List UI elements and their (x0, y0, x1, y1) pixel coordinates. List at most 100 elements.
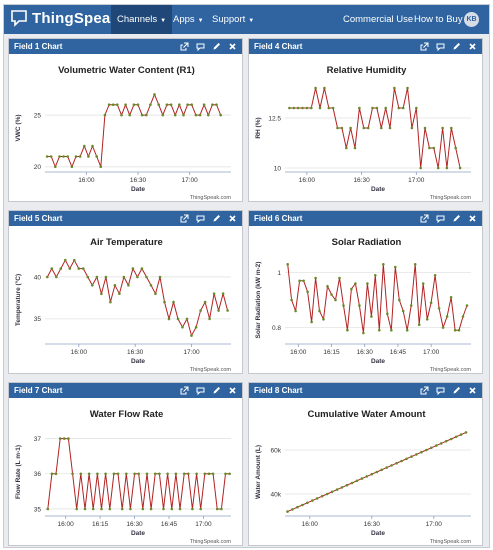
data-point[interactable] (107, 103, 111, 106)
data-point[interactable] (167, 317, 171, 321)
data-point[interactable] (163, 300, 166, 304)
comment-icon[interactable] (196, 214, 205, 223)
data-point[interactable] (211, 103, 214, 106)
data-point[interactable] (73, 258, 76, 262)
data-point[interactable] (306, 290, 309, 294)
data-point[interactable] (345, 146, 348, 150)
data-point[interactable] (104, 275, 108, 279)
data-point[interactable] (349, 126, 352, 130)
comment-icon[interactable] (436, 42, 445, 51)
data-point[interactable] (409, 304, 413, 307)
data-point[interactable] (124, 103, 127, 106)
thingspeak-credit-link[interactable]: ThingSpeak.com (190, 195, 232, 201)
close-icon[interactable] (468, 42, 477, 51)
data-point[interactable] (449, 296, 453, 299)
data-point[interactable] (58, 437, 62, 440)
data-point[interactable] (353, 146, 357, 150)
data-point[interactable] (296, 106, 300, 110)
data-point[interactable] (436, 166, 440, 170)
data-point[interactable] (166, 472, 169, 476)
data-point[interactable] (350, 287, 353, 291)
data-point[interactable] (99, 165, 103, 169)
data-point[interactable] (320, 494, 324, 498)
data-point[interactable] (397, 106, 401, 110)
data-point[interactable] (86, 275, 90, 279)
data-point[interactable] (133, 472, 136, 476)
data-point[interactable] (100, 507, 103, 511)
data-point[interactable] (55, 275, 58, 279)
comment-icon[interactable] (436, 386, 445, 395)
data-point[interactable] (330, 293, 333, 296)
data-point[interactable] (226, 309, 229, 312)
data-point[interactable] (172, 300, 175, 304)
data-point[interactable] (350, 481, 354, 485)
data-point[interactable] (208, 317, 211, 321)
data-point[interactable] (217, 309, 220, 312)
data-point[interactable] (95, 155, 98, 158)
data-point[interactable] (54, 472, 58, 476)
data-point[interactable] (87, 155, 90, 158)
data-point[interactable] (191, 507, 194, 511)
edit-pencil-icon[interactable] (452, 42, 461, 51)
data-point[interactable] (390, 328, 393, 332)
thingspeak-credit-link[interactable]: ThingSpeak.com (190, 539, 232, 545)
data-point[interactable] (327, 106, 331, 110)
data-point[interactable] (425, 448, 428, 452)
data-point[interactable] (378, 328, 381, 332)
thingspeak-credit-link[interactable]: ThingSpeak.com (430, 367, 472, 373)
data-point[interactable] (423, 126, 427, 130)
external-link-icon[interactable] (180, 386, 189, 395)
data-point[interactable] (362, 331, 365, 335)
data-point[interactable] (202, 103, 206, 106)
data-point[interactable] (286, 510, 289, 513)
data-point[interactable] (140, 113, 144, 117)
data-point[interactable] (91, 144, 94, 148)
close-icon[interactable] (228, 214, 237, 223)
data-point[interactable] (380, 468, 383, 472)
data-point[interactable] (433, 274, 437, 277)
data-point[interactable] (400, 459, 403, 463)
data-point[interactable] (311, 499, 314, 502)
data-point[interactable] (454, 146, 457, 150)
data-point[interactable] (459, 433, 463, 436)
data-point[interactable] (453, 328, 457, 332)
data-point[interactable] (95, 275, 99, 279)
close-icon[interactable] (468, 214, 477, 223)
data-point[interactable] (131, 267, 135, 270)
data-point[interactable] (310, 320, 313, 324)
user-avatar[interactable]: KB (464, 12, 479, 27)
data-point[interactable] (141, 507, 145, 511)
data-point[interactable] (207, 472, 211, 476)
edit-pencil-icon[interactable] (212, 42, 221, 51)
data-point[interactable] (83, 507, 87, 511)
data-point[interactable] (199, 507, 202, 511)
data-point[interactable] (109, 300, 112, 304)
data-point[interactable] (370, 472, 374, 476)
data-point[interactable] (288, 106, 291, 110)
data-point[interactable] (388, 126, 392, 130)
data-point[interactable] (338, 276, 341, 280)
edit-pencil-icon[interactable] (452, 214, 461, 223)
data-point[interactable] (413, 263, 417, 266)
data-point[interactable] (75, 507, 78, 511)
data-point[interactable] (104, 472, 107, 476)
data-point[interactable] (162, 507, 165, 511)
data-point[interactable] (78, 155, 82, 158)
data-point[interactable] (45, 155, 49, 158)
data-point[interactable] (314, 276, 317, 280)
data-point[interactable] (145, 275, 148, 279)
data-point[interactable] (170, 507, 174, 511)
data-point[interactable] (464, 431, 468, 434)
data-point[interactable] (385, 466, 388, 469)
data-point[interactable] (186, 103, 189, 106)
data-point[interactable] (149, 507, 153, 511)
data-point[interactable] (291, 508, 294, 511)
data-point[interactable] (59, 267, 63, 270)
nav-apps-menu[interactable]: Apps ▼ (167, 5, 210, 34)
data-point[interactable] (441, 326, 445, 329)
data-point[interactable] (71, 472, 74, 476)
data-point[interactable] (301, 106, 304, 110)
data-point[interactable] (384, 106, 387, 110)
data-point[interactable] (318, 106, 322, 110)
data-point[interactable] (458, 166, 462, 170)
